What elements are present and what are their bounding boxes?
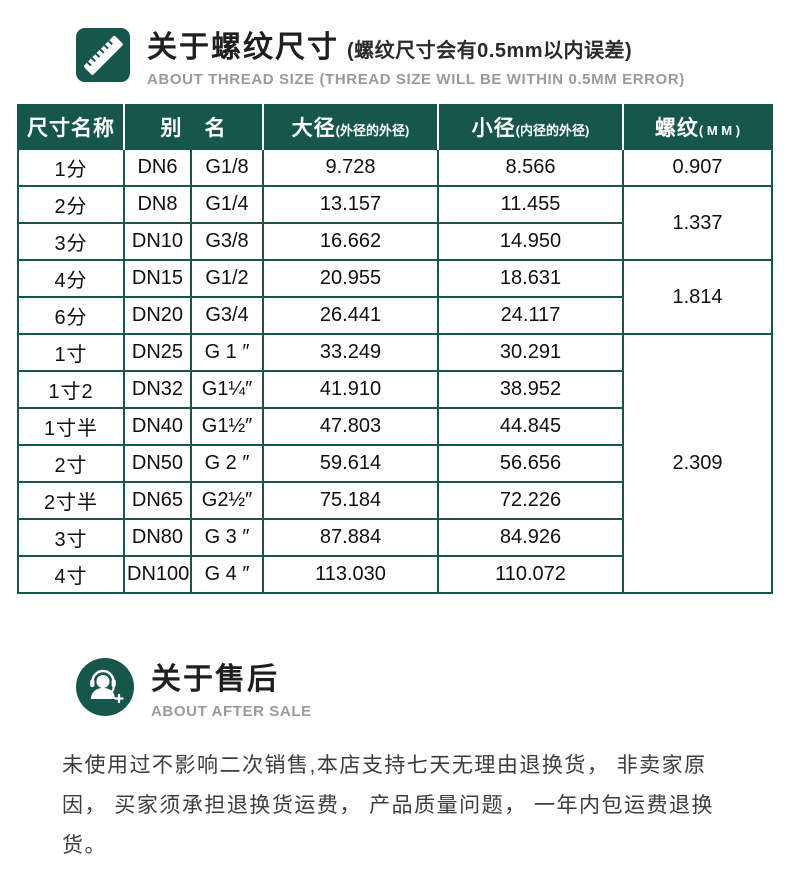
cell-size: 1分: [17, 148, 125, 187]
cell-minor: 38.952: [437, 370, 624, 409]
table-row: 1寸 DN25 G 1 ″ 33.249 30.291 2.309: [17, 333, 773, 594]
aftersale-text: 未使用过不影响二次销售,本店支持七天无理由退换货， 非卖家原因， 买家须承担退换…: [62, 754, 715, 857]
header-alias: 别 名: [123, 105, 263, 149]
cell-size: 1寸半: [17, 407, 125, 446]
cell-major: 41.910: [262, 370, 439, 409]
cell-size: 1寸2: [17, 370, 125, 409]
cell-dn: DN65: [123, 481, 192, 520]
cell-size: 4寸: [17, 555, 125, 594]
headset-icon: [76, 658, 134, 716]
table-header-row: 尺寸名称 别 名 大径(外径的外径) 小径(内径的外径) 螺纹( M M ): [17, 105, 772, 149]
table-row: 4分 DN15 G1/2 20.955 18.631 1.814: [17, 259, 773, 335]
cell-size: 2分: [17, 185, 125, 224]
cell-major: 75.184: [262, 481, 439, 520]
aftersale-title: 关于售后: [151, 663, 279, 696]
cell-g: G1/4: [190, 185, 264, 224]
cell-size: 2寸半: [17, 481, 125, 520]
cell-major: 20.955: [262, 259, 439, 298]
thread-size-title-note: (螺纹尺寸会有0.5mm以内误差): [347, 40, 633, 62]
header-thread: 螺纹( M M ): [622, 105, 772, 149]
cell-minor: 110.072: [437, 555, 624, 594]
cell-minor: 44.845: [437, 407, 624, 446]
cell-g: G3/4: [190, 296, 264, 335]
cell-minor: 24.117: [437, 296, 624, 335]
cell-major: 9.728: [262, 148, 439, 187]
ruler-icon: [76, 28, 130, 82]
cell-dn: DN20: [123, 296, 192, 335]
cell-g: G1½″: [190, 407, 264, 446]
thread-size-table: 尺寸名称 别 名 大径(外径的外径) 小径(内径的外径) 螺纹( M M ) 1…: [17, 104, 773, 594]
cell-g: G 4 ″: [190, 555, 264, 594]
cell-g: G3/8: [190, 222, 264, 261]
cell-major: 33.249: [262, 333, 439, 372]
cell-size: 1寸: [17, 333, 125, 372]
header-minor: 小径(内径的外径): [437, 105, 623, 149]
cell-g: G 3 ″: [190, 518, 264, 557]
table-row: 3分 DN10 G3/8 16.662 14.950: [17, 222, 772, 261]
cell-major: 87.884: [262, 518, 439, 557]
thread-size-title: 关于螺纹尺寸: [147, 31, 339, 64]
thread-size-subtitle: ABOUT THREAD SIZE (THREAD SIZE WILL BE W…: [147, 71, 685, 88]
cell-size: 4分: [17, 259, 125, 298]
cell-size: 3寸: [17, 518, 125, 557]
cell-thread: 1.814: [622, 259, 773, 335]
cell-dn: DN25: [123, 333, 192, 372]
thread-size-header: 关于螺纹尺寸 (螺纹尺寸会有0.5mm以内误差) ABOUT THREAD SI…: [0, 0, 790, 88]
cell-major: 13.157: [262, 185, 439, 224]
cell-thread: 2.309: [622, 333, 773, 594]
cell-size: 3分: [17, 222, 125, 261]
cell-dn: DN8: [123, 185, 192, 224]
cell-minor: 84.926: [437, 518, 624, 557]
cell-minor: 30.291: [437, 333, 624, 372]
cell-size: 6分: [17, 296, 125, 335]
header-size: 尺寸名称: [17, 105, 124, 149]
table-row: 2寸 DN50 G 2 ″ 59.614 56.656: [17, 444, 772, 483]
aftersale-header-text: 关于售后 ABOUT AFTER SALE: [151, 654, 312, 720]
cell-size: 2寸: [17, 444, 125, 483]
bottom-padding: [0, 866, 790, 884]
cell-major: 26.441: [262, 296, 439, 335]
table-row: 1寸半 DN40 G1½″ 47.803 44.845: [17, 407, 772, 446]
table-row: 6分 DN20 G3/4 26.441 24.117: [17, 296, 772, 335]
cell-g: G2½″: [190, 481, 264, 520]
cell-dn: DN80: [123, 518, 192, 557]
cell-minor: 14.950: [437, 222, 624, 261]
cell-dn: DN100: [123, 555, 192, 594]
aftersale-subtitle: ABOUT AFTER SALE: [151, 703, 312, 720]
cell-minor: 8.566: [437, 148, 624, 187]
cell-minor: 11.455: [437, 185, 624, 224]
cell-dn: DN15: [123, 259, 192, 298]
table-row: 4寸 DN100 G 4 ″ 113.030 110.072: [17, 555, 772, 594]
cell-g: G1/8: [190, 148, 264, 187]
cell-minor: 56.656: [437, 444, 624, 483]
aftersale-header: 关于售后 ABOUT AFTER SALE: [0, 594, 790, 720]
cell-major: 16.662: [262, 222, 439, 261]
thread-size-header-text: 关于螺纹尺寸 (螺纹尺寸会有0.5mm以内误差) ABOUT THREAD SI…: [147, 22, 685, 88]
table-row: 3寸 DN80 G 3 ″ 87.884 84.926: [17, 518, 772, 557]
header-major: 大径(外径的外径): [262, 105, 438, 149]
cell-thread: 1.337: [622, 185, 773, 261]
cell-g: G1/2: [190, 259, 264, 298]
cell-dn: DN10: [123, 222, 192, 261]
cell-g: G 1 ″: [190, 333, 264, 372]
cell-dn: DN50: [123, 444, 192, 483]
header-minor-note: (内径的外径): [515, 123, 590, 138]
cell-minor: 18.631: [437, 259, 624, 298]
table-row: 2寸半 DN65 G2½″ 75.184 72.226: [17, 481, 772, 520]
header-major-note: (外径的外径): [335, 123, 410, 138]
header-thread-note: ( M M ): [698, 123, 741, 138]
cell-dn: DN6: [123, 148, 192, 187]
cell-g: G1¼″: [190, 370, 264, 409]
cell-major: 113.030: [262, 555, 439, 594]
cell-dn: DN40: [123, 407, 192, 446]
cell-g: G 2 ″: [190, 444, 264, 483]
cell-major: 59.614: [262, 444, 439, 483]
table-row: 1寸2 DN32 G1¼″ 41.910 38.952: [17, 370, 772, 409]
table-row: 1分 DN6 G1/8 9.728 8.566 0.907: [17, 148, 773, 187]
cell-major: 47.803: [262, 407, 439, 446]
cell-dn: DN32: [123, 370, 192, 409]
table-row: 2分 DN8 G1/4 13.157 11.455 1.337: [17, 185, 773, 261]
cell-thread: 0.907: [622, 148, 773, 187]
cell-minor: 72.226: [437, 481, 624, 520]
